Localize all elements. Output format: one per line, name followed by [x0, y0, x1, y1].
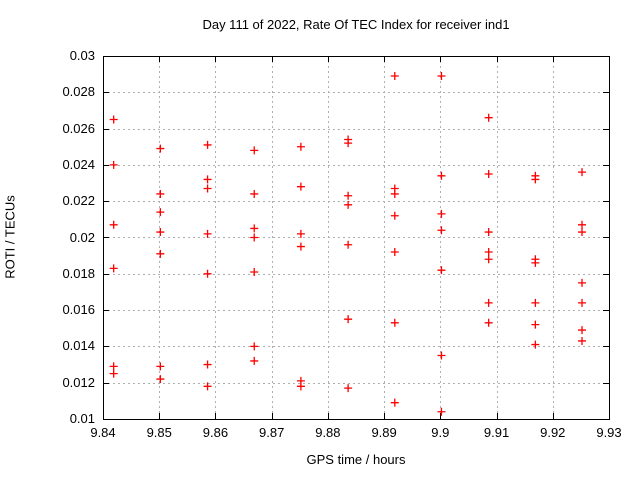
data-point-marker: [484, 255, 493, 264]
data-point-marker: [531, 175, 540, 184]
data-point-marker: [250, 356, 259, 365]
data-point-marker: [390, 398, 399, 407]
y-tick-label: 0.03: [69, 48, 95, 63]
data-point-marker: [484, 228, 493, 237]
data-point-marker: [296, 142, 305, 151]
y-tick-label: 0.028: [62, 84, 95, 100]
y-tick-label: 0.012: [62, 374, 95, 390]
data-point-marker: [437, 209, 446, 218]
x-tick-label: 9.88: [315, 425, 341, 440]
data-point-marker: [484, 113, 493, 122]
data-point-marker: [109, 115, 118, 124]
data-point-marker: [578, 168, 587, 177]
data-point-marker: [250, 224, 259, 233]
plot-border: [103, 56, 610, 420]
data-point-marker: [109, 220, 118, 229]
y-tick-label: 0.026: [62, 120, 95, 136]
data-point-marker: [156, 249, 165, 258]
data-point-marker: [203, 269, 212, 278]
data-point-marker: [156, 144, 165, 153]
data-point-marker: [437, 226, 446, 235]
data-point-marker: [344, 191, 353, 200]
data-point-marker: [156, 375, 165, 384]
data-point-marker: [437, 407, 446, 416]
data-point-marker: [484, 298, 493, 307]
data-point-marker: [296, 242, 305, 251]
y-tick-label: 0.022: [62, 193, 95, 209]
data-point-marker: [437, 171, 446, 180]
data-point-marker: [203, 140, 212, 149]
data-point-marker: [203, 184, 212, 193]
data-point-marker: [156, 228, 165, 237]
data-point-marker: [156, 362, 165, 371]
data-point-marker: [250, 233, 259, 242]
x-tick-label: 9.91: [483, 425, 510, 440]
x-tick-label: 9.86: [202, 425, 229, 440]
x-tick-label: 9.9: [431, 425, 450, 440]
data-point-marker: [578, 326, 587, 335]
data-point-marker: [250, 342, 259, 351]
y-tick-label: 0.024: [62, 156, 95, 172]
data-point-marker: [578, 336, 587, 345]
x-axis-label: GPS time / hours: [306, 452, 406, 467]
data-point-marker: [344, 240, 353, 249]
data-point-marker: [390, 71, 399, 80]
data-point-marker: [250, 146, 259, 155]
data-point-marker: [390, 248, 399, 257]
x-tick-label: 9.93: [596, 425, 622, 440]
data-point-marker: [296, 182, 305, 191]
data-point-marker: [437, 351, 446, 360]
data-point-marker: [484, 248, 493, 257]
data-point-marker: [578, 228, 587, 237]
data-point-marker: [578, 298, 587, 307]
x-tick-label: 9.84: [90, 425, 116, 440]
data-point-marker: [203, 360, 212, 369]
data-point-marker: [484, 318, 493, 327]
x-tick-label: 9.87: [259, 425, 285, 440]
data-point-marker: [203, 229, 212, 238]
data-point-marker: [203, 382, 212, 391]
data-point-marker: [484, 169, 493, 178]
y-tick-label: 0.02: [69, 229, 95, 245]
data-point-marker: [109, 369, 118, 378]
data-point-marker: [156, 189, 165, 198]
chart-title: Day 111 of 2022, Rate Of TEC Index for r…: [202, 17, 510, 32]
data-point-marker: [250, 189, 259, 198]
y-tick-label: 0.01: [69, 411, 95, 426]
y-tick-label: 0.018: [62, 265, 95, 281]
y-tick-label: 0.016: [62, 302, 95, 318]
data-point-marker: [390, 189, 399, 198]
data-point-marker: [578, 220, 587, 229]
data-point-marker: [203, 175, 212, 184]
data-point-marker: [437, 71, 446, 80]
data-point-marker: [296, 229, 305, 238]
x-tick-label: 9.92: [540, 425, 566, 440]
data-point-marker: [390, 318, 399, 327]
data-point-marker: [531, 320, 540, 329]
data-point-marker: [344, 139, 353, 148]
data-point-marker: [531, 258, 540, 267]
data-point-marker: [390, 211, 399, 220]
data-point-marker: [578, 278, 587, 287]
data-point-marker: [156, 208, 165, 217]
data-point-marker: [109, 264, 118, 273]
data-point-marker: [109, 362, 118, 371]
y-tick-label: 0.014: [62, 338, 95, 354]
data-point-marker: [344, 200, 353, 209]
data-point-marker: [344, 384, 353, 393]
data-point-marker: [250, 267, 259, 276]
data-point-marker: [296, 382, 305, 391]
x-tick-label: 9.85: [146, 425, 172, 440]
data-point-marker: [531, 340, 540, 349]
data-point-marker: [437, 266, 446, 275]
x-tick-label: 9.89: [371, 425, 397, 440]
data-point-marker: [344, 315, 353, 324]
data-point-marker: [531, 298, 540, 307]
data-point-marker: [109, 160, 118, 169]
